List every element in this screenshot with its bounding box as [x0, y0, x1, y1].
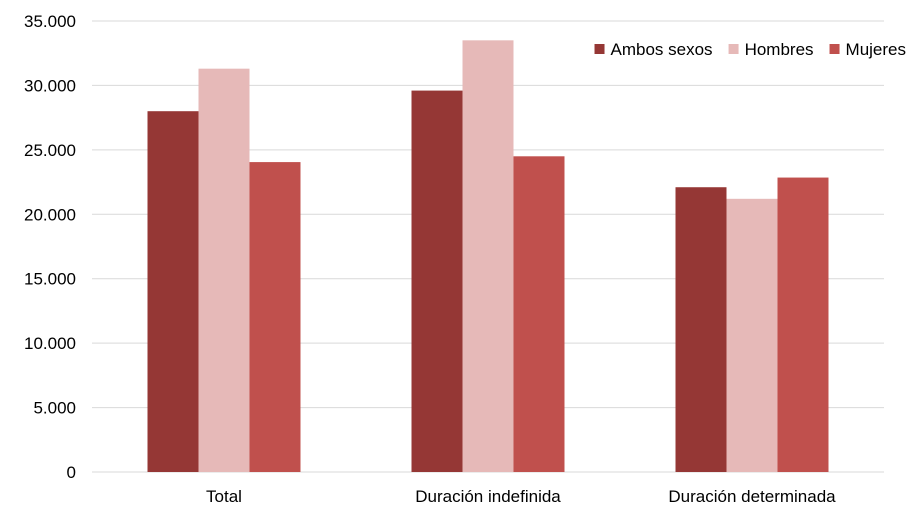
y-tick-label: 5.000 [33, 399, 76, 418]
legend-item: Mujeres [829, 40, 906, 59]
x-category-label: Total [206, 487, 242, 506]
legend-swatch [728, 44, 739, 54]
x-category-label: Duración indefinida [415, 487, 561, 506]
bar [198, 68, 250, 473]
x-axis-category-labels: Total Duración indefinida Duración determi… [206, 487, 836, 506]
legend: Ambos sexos Hombres Mujeres [594, 40, 906, 59]
y-tick-label: 25.000 [24, 141, 76, 160]
legend-swatch [594, 44, 605, 54]
bar [462, 40, 514, 472]
bar [513, 156, 565, 473]
bar [726, 198, 778, 472]
bar [777, 177, 829, 472]
bar [249, 162, 301, 472]
legend-label: Mujeres [846, 40, 906, 59]
y-tick-label: 30.000 [24, 76, 76, 95]
y-axis-tick-labels: 0 5.000 10.000 15.000 20.000 25.000 30.000 35.0… [24, 12, 76, 482]
bar [411, 90, 463, 472]
y-tick-label: 35.000 [24, 12, 76, 31]
legend-label: Ambos sexos [611, 40, 713, 59]
y-tick-label: 15.000 [24, 270, 76, 289]
legend-item: Ambos sexos [594, 40, 713, 59]
bar [675, 187, 727, 472]
x-category-label: Duración determinada [668, 487, 836, 506]
y-tick-label: 20.000 [24, 205, 76, 224]
y-tick-label: 0 [67, 463, 76, 482]
legend-label: Hombres [745, 40, 814, 59]
legend-swatch [829, 44, 840, 54]
bar [147, 111, 199, 472]
y-tick-label: 10.000 [24, 334, 76, 353]
legend-item: Hombres [728, 40, 814, 59]
bar-series [147, 40, 829, 473]
